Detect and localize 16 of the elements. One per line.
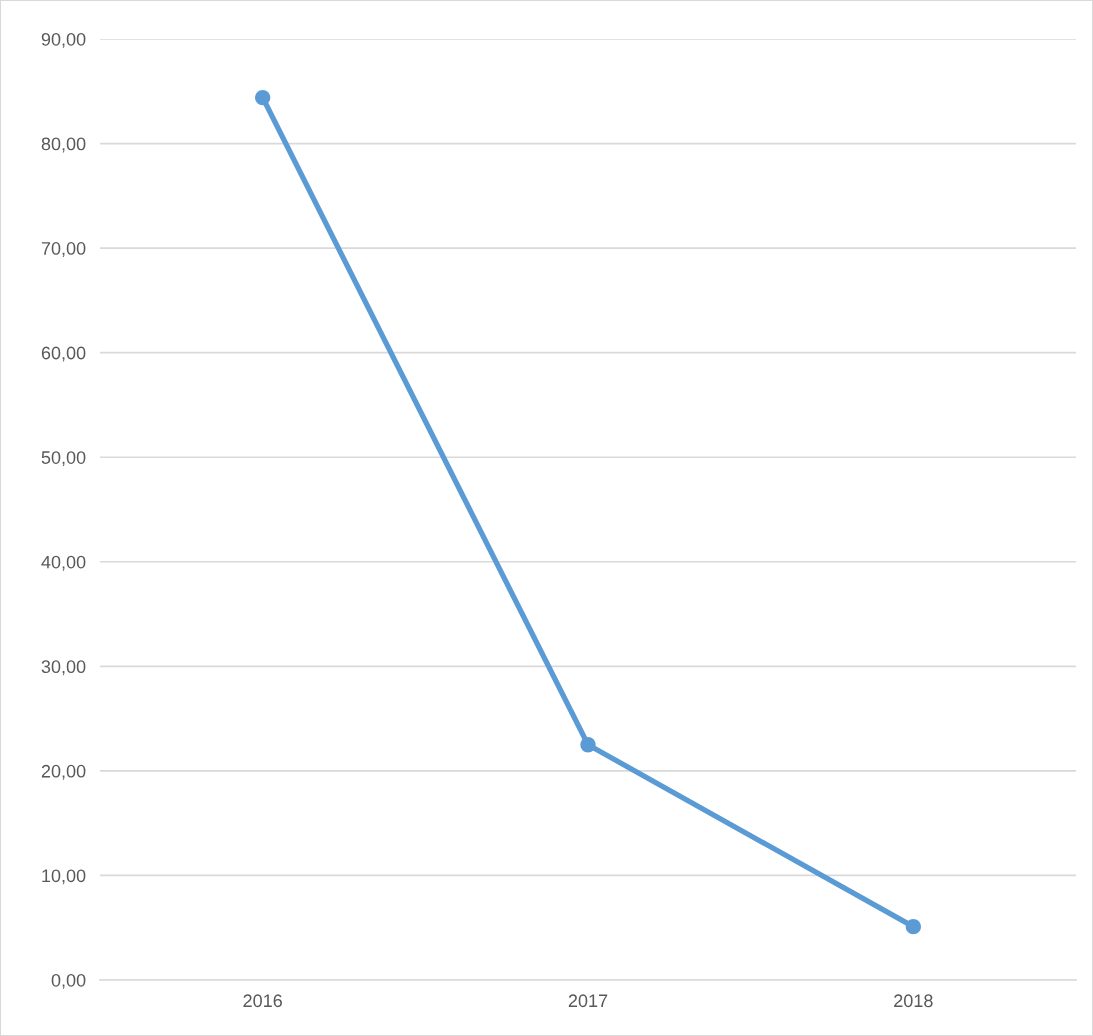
y-tick-label: 0,00 bbox=[51, 973, 86, 989]
y-tick-label: 10,00 bbox=[42, 869, 86, 885]
y-tick-label: 50,00 bbox=[41, 451, 86, 467]
point bbox=[905, 919, 921, 935]
x-tick-label: 2016 bbox=[243, 994, 282, 1008]
y-tick-label: 90,00 bbox=[41, 32, 86, 48]
y-tick-label: 60,00 bbox=[41, 346, 86, 362]
point bbox=[255, 89, 271, 106]
y-tick-label: 70,00 bbox=[41, 242, 86, 257]
x-tick-label: 2018 bbox=[894, 994, 933, 1008]
y-tick-label: 40,00 bbox=[41, 555, 86, 571]
x-tick-label: 2017 bbox=[568, 994, 608, 1008]
y-tick-label: 80,00 bbox=[41, 137, 86, 153]
point bbox=[580, 737, 596, 753]
y-tick-label: 30,00 bbox=[41, 660, 86, 676]
y-tick-label: 20,00 bbox=[41, 764, 86, 780]
